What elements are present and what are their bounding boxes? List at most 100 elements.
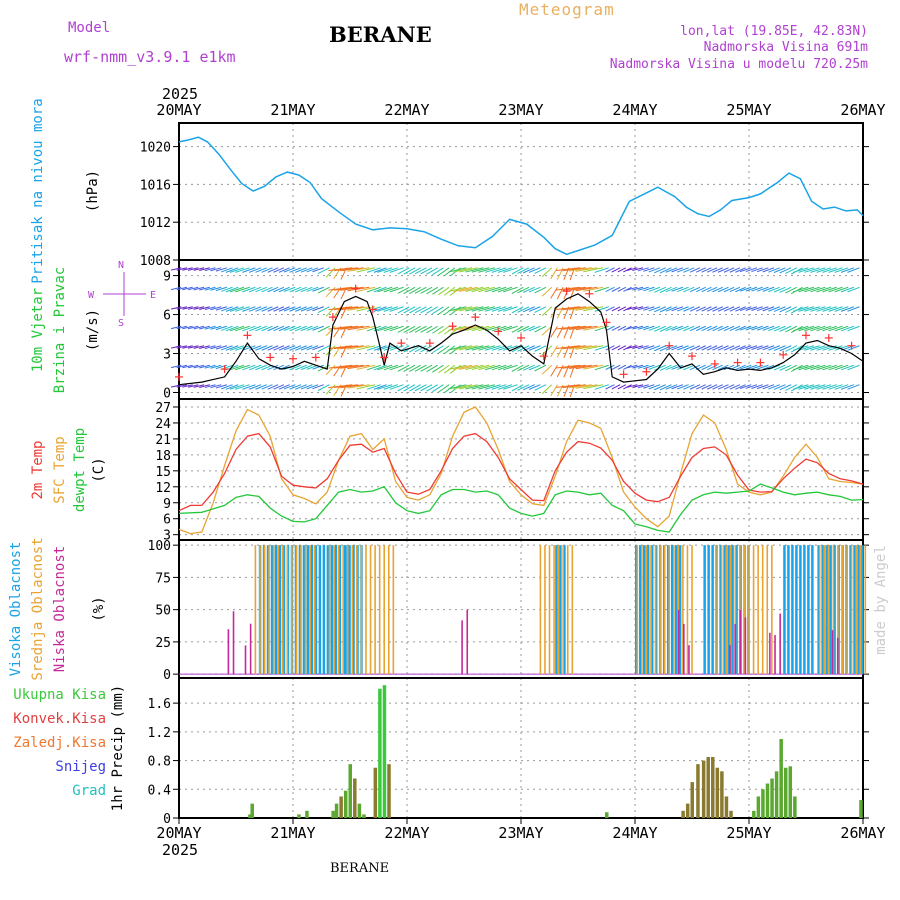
cloud-bar-visoka [731,545,734,675]
wind-arrow [665,306,678,312]
wind-arrow [432,325,444,334]
wind-arrow [325,345,336,356]
wind-arrow [497,325,513,332]
wind-arrow [717,325,729,332]
wind-arrow [289,345,302,351]
wind-arrow [745,325,758,331]
wind-arrow [414,384,427,392]
wind-arrow [834,306,849,312]
cloud-bar-srednja [553,545,555,675]
wind-arrow [383,325,399,332]
wind-arrow [503,325,518,332]
wind-arrow [420,286,433,294]
wind-arrow [643,384,655,389]
cloud-bar-visoka [799,545,802,675]
cloud-bar-srednja [263,545,266,675]
wind-arrow [225,345,239,351]
wind-arrow [204,364,216,369]
wind-arrow [677,286,689,293]
wind-arrow [768,384,780,390]
wind-arrow [522,384,535,391]
model-elevation: Nadmorska Visina u modelu 720.25m [609,57,868,72]
wind-arrow [478,345,495,351]
wind-arrow [671,364,684,370]
wind-arrow [491,364,507,371]
wind-arrow [756,306,769,312]
wind-arrow [517,325,530,333]
cloud-bar-visoka [678,545,682,675]
wind-arrow [383,306,399,312]
wind-arrow [701,286,712,293]
wind-arrow [522,306,535,313]
cloud-bar-srednja [716,545,718,675]
wind-arrow [828,306,843,312]
x-tick-label-top: 21MAY [270,101,315,119]
precip-legend-item: Ukupna Kisa [13,687,106,703]
wind-arrow [583,345,604,351]
wind-arrow [683,325,695,332]
wind-arrow [389,325,404,332]
wind-arrow [528,286,541,293]
wind-arrow [438,325,450,335]
wind-arrow [465,345,484,351]
cloud-bar-srednja [672,545,675,675]
wind-arrow [459,364,478,370]
wind-arrow [221,384,233,390]
wind-arrow [659,306,672,313]
wind-arrow [497,286,513,293]
wind-arrow [366,267,381,273]
wind-arrow [459,267,478,273]
wind-arrow [182,325,193,330]
wind-arrow [712,267,723,273]
wind-arrow [575,325,598,331]
cloud-bar-srednja [351,545,354,675]
wind-arrow [453,306,473,312]
wind-arrow [617,306,627,312]
wind-arrow [605,345,615,351]
cloud-bar-srednja [313,545,316,675]
x-tick-label-top: 25MAY [726,101,771,119]
wind-arrow [300,286,313,293]
wind-arrow [340,306,364,311]
wind-arrow [632,364,644,369]
wind-arrow [278,286,290,293]
wind-arrow [575,267,598,272]
wind-arrow [426,325,439,334]
wind-arrow [328,364,353,369]
wind-arrow [471,286,490,293]
wind-arrow [689,384,701,390]
wind-arrow [706,345,718,351]
wind-arrow [426,384,439,392]
wind-arrow [756,345,769,351]
wind-arrow [289,306,302,312]
cloud-bar-visoka [821,545,824,675]
wind-arrow [659,286,672,293]
wind-arrow [689,286,701,293]
cloud-bar-srednja [295,545,298,675]
cloud-bar-srednja [304,545,307,675]
wind-arrow [187,267,199,271]
wind-arrow [701,306,712,312]
x-tick-label-bottom: 22MAY [384,824,429,842]
cloud-bar-visoka [727,545,730,675]
cloud-bar-srednja [356,545,358,675]
wind-arrow [491,286,507,293]
wind-arrow [696,306,706,312]
y-tick-label: 1.2 [148,726,171,741]
wind-arrow [249,306,262,312]
wind-arrow [568,306,592,311]
cloud-bar-srednja [654,545,657,675]
wind-arrow [706,286,718,293]
wind-arrow [478,267,495,273]
wind-arrow [611,345,621,351]
wind-arrow [255,286,267,293]
wind-arrow [366,384,381,390]
cloud-bar-srednja [387,545,390,675]
wind-arrow [568,286,592,291]
wind-arrow [779,384,792,391]
wind-arrow [278,325,290,332]
wind-arrow [611,306,621,312]
wind-arrow [816,267,832,273]
wind-arrow [847,364,860,371]
cloud-bar-srednja [374,545,376,675]
